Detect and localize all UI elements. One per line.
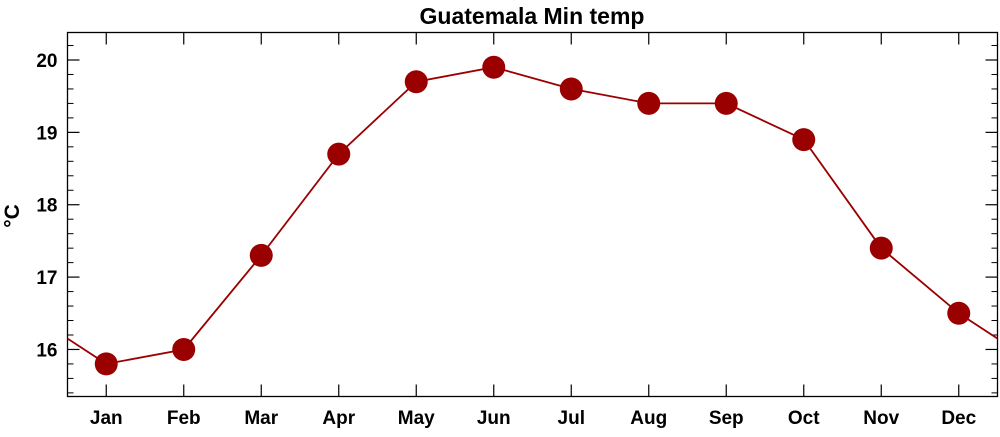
chart-title: Guatemala Min temp	[420, 3, 645, 29]
y-axis-tick-labels: 16 17 18 19 20	[36, 51, 57, 361]
data-point-jan	[95, 352, 118, 375]
x-tick-label: Jan	[90, 408, 123, 429]
data-point-nov	[870, 237, 893, 260]
y-tick-label: 18	[36, 196, 57, 217]
data-point-apr	[327, 143, 350, 166]
x-tick-label: Jun	[477, 408, 511, 429]
data-point-aug	[637, 92, 660, 115]
x-tick-label: Dec	[941, 408, 976, 429]
x-tick-label: Oct	[788, 408, 820, 429]
y-tick-label: 16	[36, 340, 57, 361]
data-point-dec	[947, 302, 970, 325]
x-tick-label: Aug	[630, 408, 667, 429]
data-point-sep	[715, 92, 738, 115]
x-tick-label: Feb	[167, 408, 201, 429]
x-tick-label: Apr	[322, 408, 355, 429]
x-tick-label: May	[398, 408, 435, 429]
x-tick-label: Nov	[863, 408, 899, 429]
data-point-jun	[482, 56, 505, 79]
y-tick-label: 19	[36, 123, 57, 144]
data-point-jul	[560, 77, 583, 100]
data-point-feb	[172, 338, 195, 361]
series-line	[29, 67, 1000, 364]
data-point-oct	[792, 128, 815, 151]
series-temperature	[29, 56, 1000, 376]
x-tick-label: Sep	[709, 408, 744, 429]
y-tick-label: 20	[36, 51, 57, 72]
y-tick-label: 17	[36, 268, 57, 289]
y-axis-title: °C	[1, 204, 24, 228]
data-point-mar	[250, 244, 273, 267]
x-tick-label: Mar	[244, 408, 278, 429]
data-point-may	[405, 70, 428, 93]
x-axis-tick-labels: Jan Feb Mar Apr May Jun Jul Aug Sep Oct Nov Dec	[90, 408, 977, 429]
x-tick-label: Jul	[558, 408, 585, 429]
